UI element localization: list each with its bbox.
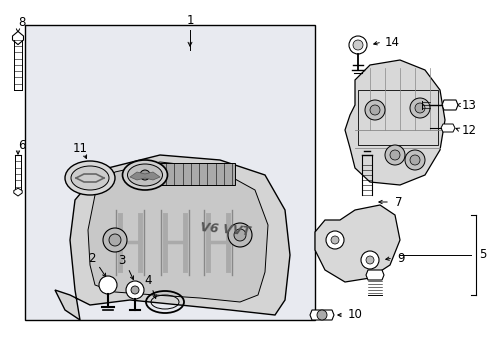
Circle shape: [369, 105, 379, 115]
Polygon shape: [365, 270, 383, 280]
Text: 3: 3: [118, 255, 125, 267]
Circle shape: [409, 98, 429, 118]
Circle shape: [389, 150, 399, 160]
Polygon shape: [13, 31, 23, 45]
Circle shape: [384, 145, 404, 165]
Text: V6 VVT: V6 VVT: [199, 221, 250, 239]
Bar: [25, 25, 314, 320]
Circle shape: [126, 281, 143, 299]
Circle shape: [140, 170, 150, 180]
Ellipse shape: [71, 166, 109, 190]
Circle shape: [365, 256, 373, 264]
Bar: [357, 90, 437, 145]
Text: 7: 7: [394, 195, 402, 208]
Circle shape: [103, 228, 127, 252]
Text: 8: 8: [18, 15, 26, 28]
Polygon shape: [88, 162, 267, 302]
Text: 13: 13: [461, 99, 476, 112]
Polygon shape: [130, 172, 160, 180]
Circle shape: [325, 231, 343, 249]
Circle shape: [330, 236, 338, 244]
Circle shape: [316, 310, 326, 320]
Text: 9: 9: [396, 252, 404, 265]
Ellipse shape: [65, 161, 115, 195]
Circle shape: [364, 100, 384, 120]
Ellipse shape: [122, 160, 167, 190]
Text: 1: 1: [186, 14, 193, 27]
Bar: [155, 163, 235, 185]
Polygon shape: [55, 155, 289, 320]
Circle shape: [99, 276, 117, 294]
Polygon shape: [309, 310, 333, 320]
Text: 5: 5: [478, 248, 486, 261]
Circle shape: [131, 286, 139, 294]
Circle shape: [109, 234, 121, 246]
Circle shape: [404, 150, 424, 170]
Polygon shape: [314, 205, 399, 282]
Text: 6: 6: [18, 139, 26, 152]
Text: 14: 14: [384, 36, 399, 49]
Circle shape: [414, 103, 424, 113]
Text: 10: 10: [347, 309, 362, 321]
Polygon shape: [440, 124, 454, 132]
Text: 4: 4: [144, 275, 151, 288]
Polygon shape: [441, 100, 457, 110]
Circle shape: [360, 251, 378, 269]
Polygon shape: [345, 60, 444, 185]
Circle shape: [234, 229, 245, 241]
Text: 11: 11: [72, 141, 87, 154]
Text: 12: 12: [461, 123, 476, 136]
Circle shape: [352, 40, 362, 50]
Circle shape: [409, 155, 419, 165]
Circle shape: [348, 36, 366, 54]
Circle shape: [227, 223, 251, 247]
Polygon shape: [14, 188, 22, 196]
Ellipse shape: [127, 164, 162, 186]
Text: 2: 2: [88, 252, 96, 265]
